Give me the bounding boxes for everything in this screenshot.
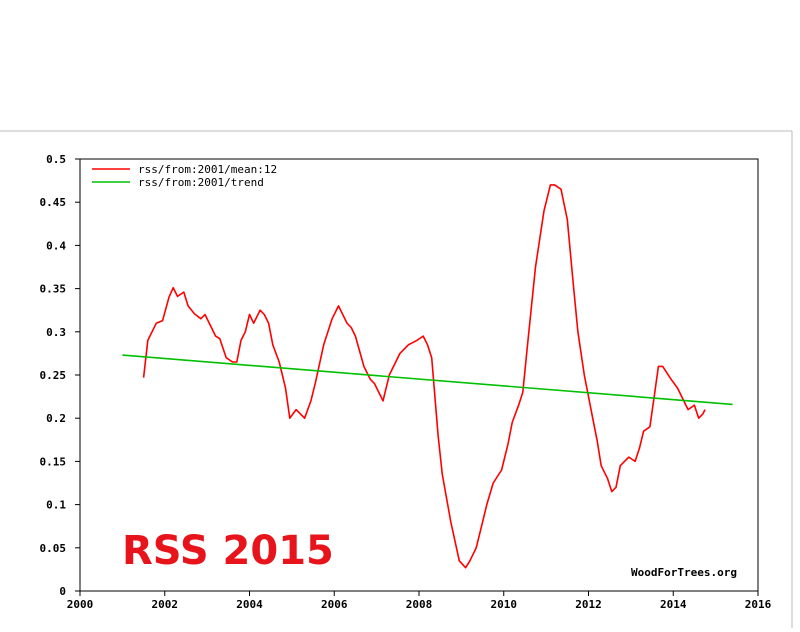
y-axis: 0 0.05 0.1 0.15 0.2 0.25 0.3 0.35 0.4 0.45 0.5 <box>40 153 80 598</box>
y-tick-label: 0.05 <box>40 542 67 555</box>
x-tick-label: 2012 <box>575 598 602 611</box>
watermark-text: WoodForTrees.org <box>631 566 737 579</box>
plot-area <box>79 158 759 592</box>
x-tick-label: 2008 <box>406 598 433 611</box>
legend-label: rss/from:2001/mean:12 <box>138 163 277 176</box>
y-tick-label: 0.5 <box>46 153 66 166</box>
y-tick-label: 0 <box>59 585 66 598</box>
x-tick-label: 2004 <box>236 598 263 611</box>
stamp-text: RSS 2015 <box>122 528 334 574</box>
legend-label: rss/from:2001/trend <box>138 176 264 189</box>
x-tick-label: 2002 <box>152 598 179 611</box>
y-tick-label: 0.3 <box>46 326 66 339</box>
x-tick-label: 2010 <box>491 598 518 611</box>
y-tick-label: 0.2 <box>46 412 66 425</box>
y-tick-label: 0.4 <box>46 239 66 252</box>
series-line-mean <box>142 184 706 569</box>
y-tick-label: 0.35 <box>40 283 67 296</box>
series-line-trend <box>122 354 733 406</box>
x-tick-label: 2006 <box>321 598 348 611</box>
y-tick-label: 0.1 <box>46 499 66 512</box>
x-axis: 2000 2002 2004 2006 2008 2010 2012 2014 2016 <box>67 591 772 611</box>
y-tick-label: 0.45 <box>40 196 67 209</box>
x-tick-label: 2016 <box>745 598 772 611</box>
y-tick-label: 0.25 <box>40 369 67 382</box>
x-tick-label: 2000 <box>67 598 94 611</box>
series-layer <box>122 184 733 569</box>
x-tick-label: 2014 <box>660 598 687 611</box>
y-tick-label: 0.15 <box>40 455 67 468</box>
